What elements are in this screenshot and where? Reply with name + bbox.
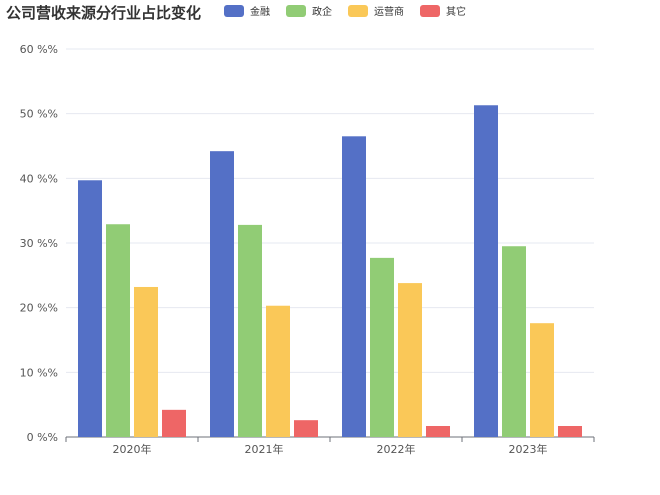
x-tick-label: 2023年	[509, 442, 548, 456]
legend-item[interactable]: 其它	[420, 3, 466, 18]
y-tick-label: 60 %%	[20, 43, 58, 56]
legend-swatch	[286, 4, 306, 17]
y-tick-label: 0 %%	[27, 431, 58, 444]
legend-item[interactable]: 政企	[286, 3, 332, 18]
x-tick-label: 2021年	[245, 442, 284, 456]
bar-其它-2020年	[162, 409, 186, 437]
bar-运营商-2023年	[530, 323, 554, 437]
legend-item[interactable]: 金融	[224, 3, 270, 18]
bar-金融-2020年	[78, 180, 102, 438]
y-tick-label: 20 %%	[20, 302, 58, 315]
legend-swatch	[224, 4, 244, 17]
legend: 金融 政企 运营商 其它	[224, 3, 482, 18]
bar-金融-2023年	[474, 105, 498, 437]
chart-title: 公司营收来源分行业占比变化	[6, 4, 202, 22]
y-tick-label: 40 %%	[20, 172, 58, 185]
y-tick-label: 50 %%	[20, 108, 58, 121]
legend-label: 运营商	[374, 7, 404, 18]
legend-swatch	[420, 4, 440, 17]
bar-运营商-2020年	[134, 286, 158, 437]
bar-金融-2021年	[210, 151, 234, 437]
legend-label: 政企	[312, 7, 332, 18]
bar-政企-2023年	[502, 246, 526, 437]
legend-label: 金融	[250, 7, 270, 18]
x-tick-label: 2020年	[113, 442, 152, 456]
y-tick-label: 10 %%	[20, 366, 58, 379]
legend-item[interactable]: 运营商	[348, 3, 404, 18]
bar-政企-2021年	[238, 224, 262, 437]
legend-swatch	[348, 4, 368, 17]
bar-金融-2022年	[342, 136, 366, 438]
bar-运营商-2022年	[398, 283, 422, 437]
bar-运营商-2021年	[266, 305, 290, 437]
bar-政企-2020年	[106, 224, 130, 437]
y-tick-label: 30 %%	[20, 237, 58, 250]
bar-其它-2022年	[426, 426, 450, 437]
bar-政企-2022年	[370, 257, 394, 437]
x-tick-label: 2022年	[377, 442, 416, 456]
legend-label: 其它	[446, 7, 466, 18]
bar-其它-2023年	[558, 426, 582, 437]
bar-其它-2021年	[294, 420, 318, 437]
